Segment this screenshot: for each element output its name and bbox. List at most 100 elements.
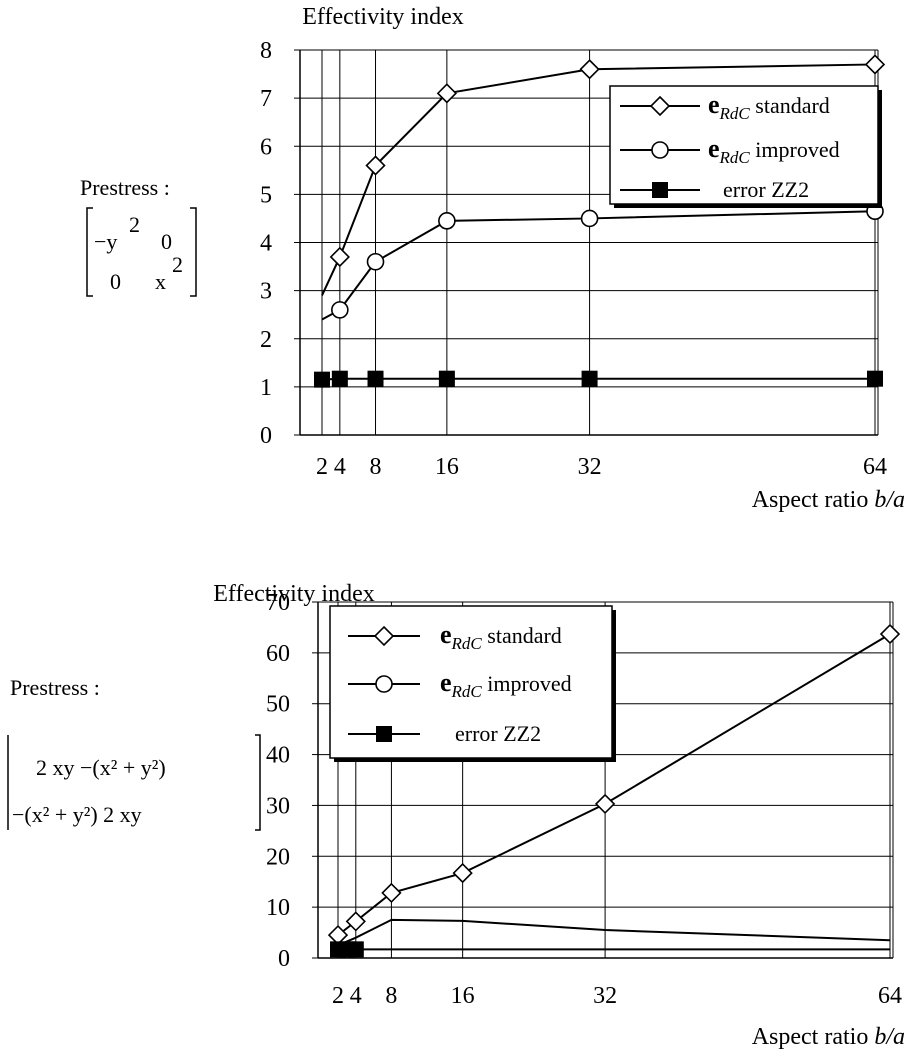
x-tick-label: 16 [451, 983, 475, 1009]
matrix-cell: x [155, 269, 166, 294]
y-tick-label: 8 [260, 38, 272, 64]
marker-diamond [879, 623, 901, 645]
x-tick-label: 64 [878, 983, 902, 1009]
series-line [321, 377, 875, 381]
marker-square [331, 370, 348, 387]
legend-entry: eRdC standard [708, 90, 830, 123]
matrix-cell: −y [94, 229, 117, 254]
y-tick-label: 30 [266, 793, 290, 819]
x-tick-label: 4 [350, 983, 362, 1009]
legend-sub: RdC [719, 148, 751, 167]
legend-sub: RdC [719, 104, 751, 123]
series-line [321, 210, 876, 321]
y-tick-label: 40 [266, 743, 290, 769]
legend-e: e [708, 90, 720, 119]
y-tick-label: 6 [260, 134, 272, 160]
marker-square [652, 182, 668, 198]
y-tick-label: 1 [260, 375, 272, 401]
matrix-exp: 2 [129, 212, 140, 237]
marker-diamond [452, 862, 473, 884]
marker-diamond [649, 95, 671, 117]
marker-square [314, 371, 330, 388]
legend-e: e [440, 620, 452, 649]
x-tick-label: 16 [435, 454, 459, 480]
matrix-bracket-right [255, 734, 261, 831]
y-tick-label: 0 [260, 423, 272, 449]
marker-circle [438, 212, 456, 230]
legend-sub: RdC [451, 682, 483, 701]
y-tick-label: 7 [260, 86, 272, 112]
marker-diamond [436, 83, 458, 104]
x-tick-label: 2 [332, 983, 344, 1009]
marker-diamond [594, 793, 616, 815]
legend-sub: RdC [451, 634, 483, 653]
y-tick-label: 3 [260, 279, 272, 305]
marker-square [376, 726, 392, 742]
x-axis-title: Aspect ratio b/a [752, 487, 905, 513]
legend-e: e [708, 134, 720, 163]
matrix-cell: 0 [161, 229, 172, 254]
legend-entry: error ZZ2 [723, 177, 809, 202]
x-axis-title-var: b/a [874, 1024, 905, 1050]
marker-square [438, 370, 455, 387]
legend-label: standard [482, 623, 562, 648]
legend-label: improved [482, 671, 572, 696]
y-tick-label: 4 [260, 231, 272, 257]
x-axis-title-var: b/a [874, 487, 905, 513]
chart-2: 0 10 20 30 40 50 60 70 2 4 8 16 32 64 Effectivity inde… [7, 581, 905, 1050]
matrix-row: 2 xy −(x² + y²) [36, 755, 166, 780]
prestress-label: Prestress : [80, 175, 170, 200]
marker-circle [366, 252, 385, 271]
y-tick-label: 2 [260, 327, 272, 353]
legend-e: e [440, 668, 452, 697]
marker-circle [580, 209, 599, 228]
x-tick-label: 2 [316, 454, 328, 480]
matrix-bracket-right [190, 207, 197, 297]
matrix-exp: 2 [172, 252, 183, 277]
legend-label: improved [750, 137, 840, 162]
y-tick-label: 70 [266, 590, 290, 616]
y-axis-title: Effectivity index [302, 4, 464, 30]
y-tick-label: 20 [266, 844, 290, 870]
marker-diamond [365, 155, 386, 176]
y-tick-label: 5 [260, 182, 272, 208]
x-tick-label: 32 [578, 454, 602, 480]
legend-entry: eRdC standard [440, 620, 562, 653]
marker-square [367, 370, 384, 387]
marker-diamond [579, 59, 600, 80]
x-tick-label: 8 [370, 454, 382, 480]
x-axis-title-text: Aspect ratio [752, 487, 875, 513]
marker-diamond [864, 54, 886, 75]
x-tick-label: 8 [385, 983, 397, 1009]
legend-entry: eRdC improved [440, 668, 572, 701]
marker-diamond [381, 882, 402, 904]
legend-entry: error ZZ2 [455, 721, 541, 746]
y-tick-label: 60 [266, 641, 290, 667]
marker-diamond [329, 246, 350, 268]
prestress-label: Prestress : [10, 675, 100, 700]
y-tick-label: 0 [278, 946, 290, 972]
x-axis-title-text: Aspect ratio [752, 1024, 875, 1050]
marker-square [347, 941, 364, 958]
x-axis-title: Aspect ratio b/a [752, 1024, 905, 1050]
marker-circle [651, 141, 669, 159]
legend-label: standard [750, 93, 830, 118]
y-axis-title: Effectivity index [213, 581, 375, 607]
matrix-cell: 0 [110, 269, 121, 294]
marker-diamond [345, 911, 366, 932]
marker-circle [331, 301, 349, 319]
x-tick-label: 64 [863, 454, 887, 480]
matrix-row: −(x² + y²) 2 xy [12, 802, 142, 827]
x-tick-label: 4 [334, 454, 346, 480]
matrix-bracket-left [86, 207, 93, 297]
marker-square [581, 370, 598, 387]
marker-circle [375, 675, 393, 693]
legend-entry: eRdC improved [708, 134, 840, 167]
y-tick-label: 50 [266, 692, 290, 718]
marker-square [867, 370, 883, 387]
series-line [337, 918, 891, 947]
x-tick-label: 32 [593, 983, 617, 1009]
y-tick-label: 10 [266, 895, 290, 921]
